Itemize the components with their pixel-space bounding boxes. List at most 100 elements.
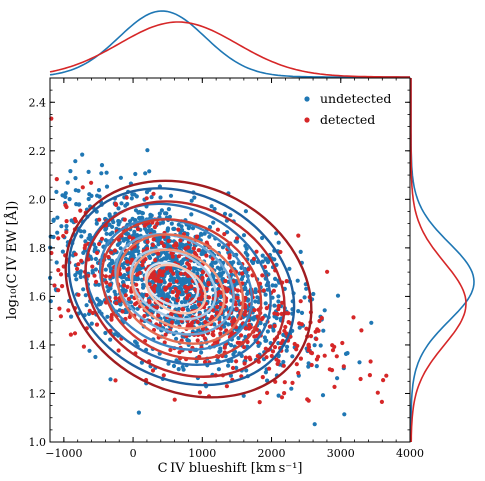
scatter-point-detected — [156, 313, 161, 318]
scatter-point-undetected — [159, 208, 164, 213]
scatter-point-undetected — [54, 189, 59, 194]
scatter-point-detected — [267, 324, 272, 329]
scatter-point-undetected — [185, 337, 190, 343]
scatter-point-detected — [155, 305, 160, 310]
scatter-point-undetected — [152, 229, 157, 235]
scatter-point-detected — [162, 340, 167, 345]
scatter-point-undetected — [179, 300, 184, 305]
scatter-point-undetected — [65, 180, 70, 185]
scatter-point-detected — [278, 249, 283, 255]
scatter-point-undetected — [164, 256, 169, 261]
scatter-point-detected — [200, 291, 205, 296]
scatter-point-undetected — [175, 275, 180, 280]
y-tick-label: 1.4 — [29, 339, 47, 352]
scatter-point-undetected — [78, 274, 83, 280]
scatter-point-detected — [224, 384, 229, 389]
scatter-point-detected — [157, 279, 162, 284]
scatter-point-undetected — [118, 246, 123, 251]
scatter-point-undetected — [304, 286, 309, 291]
scatter-point-undetected — [59, 224, 64, 229]
scatter-point-undetected — [174, 320, 179, 325]
scatter-point-undetected — [243, 286, 248, 292]
scatter-point-undetected — [117, 241, 122, 246]
scatter-point-detected — [252, 334, 257, 339]
scatter-point-detected — [78, 208, 83, 213]
scatter-point-undetected — [260, 235, 265, 241]
scatter-point-undetected — [262, 335, 267, 340]
scatter-point-detected — [153, 278, 159, 283]
scatter-point-detected — [254, 249, 259, 254]
scatter-point-undetected — [118, 302, 123, 307]
scatter-point-undetected — [78, 229, 83, 234]
scatter-point-detected — [178, 238, 183, 243]
scatter-point-detected — [222, 232, 227, 237]
scatter-point-undetected — [302, 295, 307, 300]
scatter-point-detected — [147, 298, 152, 303]
scatter-point-detected — [57, 306, 62, 311]
scatter-point-detected — [306, 343, 311, 348]
x-tick-label: 2000 — [258, 447, 286, 460]
scatter-point-detected — [87, 308, 92, 313]
scatter-point-detected — [171, 271, 176, 276]
scatter-point-undetected — [306, 364, 311, 369]
scatter-point-detected — [124, 195, 129, 200]
scatter-point-undetected — [241, 393, 246, 398]
scatter-point-detected — [381, 378, 386, 383]
y-tick-label: 1.2 — [29, 387, 47, 400]
scatter-point-detected — [80, 185, 85, 190]
scatter-point-undetected — [128, 300, 133, 305]
scatter-point-detected — [183, 271, 188, 276]
scatter-point-detected — [286, 320, 291, 325]
scatter-point-undetected — [149, 213, 154, 218]
scatter-point-undetected — [207, 234, 212, 239]
scatter-point-undetected — [274, 316, 279, 321]
scatter-point-undetected — [276, 393, 281, 398]
scatter-point-undetected — [169, 221, 174, 226]
scatter-point-undetected — [99, 300, 104, 305]
scatter-point-detected — [142, 223, 147, 228]
scatter-point-undetected — [273, 276, 278, 281]
scatter-point-detected — [243, 355, 248, 360]
scatter-point-undetected — [211, 220, 216, 225]
scatter-point-detected — [297, 321, 302, 326]
scatter-point-undetected — [139, 360, 144, 365]
scatter-point-undetected — [108, 337, 113, 342]
scatter-point-detected — [109, 315, 114, 320]
scatter-point-undetected — [274, 231, 279, 236]
scatter-point-detected — [230, 365, 236, 371]
legend: undetected detected — [304, 91, 391, 127]
scatter-point-undetected — [157, 211, 162, 216]
scatter-point-undetected — [253, 299, 258, 304]
scatter-point-detected — [292, 341, 297, 347]
scatter-point-detected — [123, 293, 128, 298]
scatter-point-detected — [211, 333, 216, 338]
scatter-point-undetected — [108, 377, 113, 382]
scatter-point-detected — [271, 288, 276, 293]
scatter-point-detected — [313, 329, 318, 334]
scatter-point-detected — [150, 368, 156, 373]
scatter-point-undetected — [357, 360, 362, 365]
scatter-point-detected — [351, 315, 356, 320]
scatter-point-undetected — [86, 196, 91, 202]
scatter-point-detected — [290, 380, 295, 385]
scatter-point-detected — [217, 289, 222, 295]
scatter-point-undetected — [116, 222, 121, 227]
scatter-point-undetected — [81, 250, 86, 255]
scatter-point-detected — [341, 364, 346, 369]
scatter-point-undetected — [199, 350, 204, 355]
scatter-point-detected — [170, 290, 175, 295]
scatter-point-detected — [76, 292, 81, 297]
scatter-point-undetected — [93, 245, 98, 250]
scatter-point-detected — [108, 274, 113, 279]
scatter-point-undetected — [281, 359, 286, 365]
scatter-point-detected — [270, 349, 276, 354]
scatter-point-undetected — [110, 230, 115, 235]
scatter-point-undetected — [195, 271, 200, 276]
axis-ticks: −1000 0 1000 2000 3000 4000 1.0 1.2 1.4 1.6 1.8 2.0… — [29, 77, 424, 460]
scatter-point-detected — [251, 256, 256, 261]
scatter-point-undetected — [172, 226, 177, 231]
scatter-point-detected — [75, 266, 80, 271]
scatter-point-undetected — [241, 233, 247, 238]
scatter-point-detected — [66, 308, 71, 313]
scatter-point-detected — [174, 279, 179, 284]
